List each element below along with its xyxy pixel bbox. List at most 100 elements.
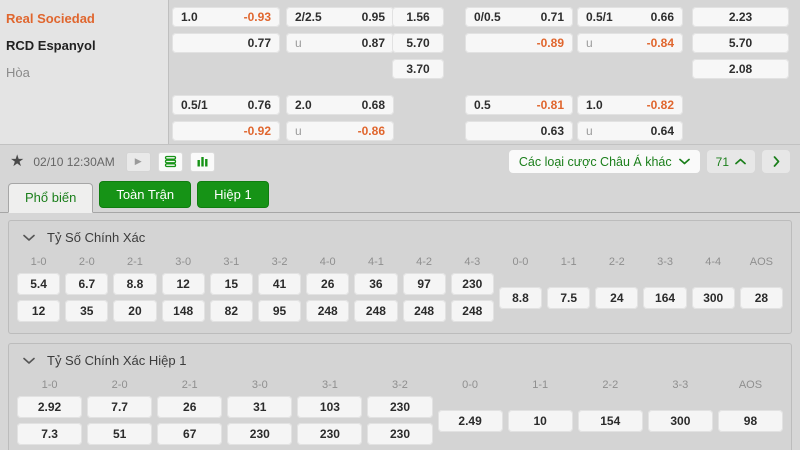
score-column-label: 3-3 <box>672 379 689 391</box>
odds-box-1x2-full[interactable]: 5.70 <box>392 33 444 53</box>
odds-value: -0.81 <box>536 98 564 112</box>
score-odds-box[interactable]: 148 <box>161 300 205 322</box>
play-button[interactable]: ▶ <box>125 151 151 172</box>
odds-box-1x2-full[interactable]: 1.56 <box>392 7 444 27</box>
section-correct-score-half1: Tỷ Số Chính Xác Hiệp 1 1-0 2.92 7.3 2-0 7.7 5… <box>8 343 792 450</box>
tab-toan-tran[interactable]: Toàn Trận <box>99 181 192 208</box>
score-odds-box[interactable]: 230 <box>227 423 293 445</box>
odds-box-over-under-full[interactable]: u -0.86 <box>286 121 394 141</box>
odds-box-handicap-full[interactable]: -0.92 <box>172 121 280 141</box>
stats-button[interactable] <box>189 151 215 172</box>
odds-box-over-under-half1[interactable]: 1.0 -0.82 <box>577 95 683 115</box>
score-column-label: 4-3 <box>464 256 481 268</box>
score-odds-box[interactable]: 12 <box>161 273 205 295</box>
score-column-label: 1-0 <box>30 256 47 268</box>
score-odds-box[interactable]: 5.4 <box>17 273 61 295</box>
odds-box-over-under-full[interactable]: 2/2.5 0.95 <box>286 7 394 27</box>
score-odds-box[interactable]: 8.8 <box>498 286 543 309</box>
home-team-name: Real Sociedad <box>6 11 95 26</box>
next-button[interactable] <box>762 150 790 173</box>
score-odds-box[interactable]: 164 <box>643 286 687 309</box>
score-odds-box[interactable]: 248 <box>306 300 350 322</box>
odds-box-over-under-full[interactable]: 2.0 0.68 <box>286 95 394 115</box>
score-odds-box[interactable]: 248 <box>354 300 398 322</box>
odds-box-over-under-full[interactable]: u 0.87 <box>286 33 394 53</box>
score-odds-box[interactable]: 6.7 <box>65 273 109 295</box>
section-header[interactable]: Tỷ Số Chính Xác Hiệp 1 <box>9 344 791 373</box>
odds-box-over-under-half1[interactable]: 0.5/1 0.66 <box>577 7 683 27</box>
odds-box-handicap-full[interactable]: 1.0 -0.93 <box>172 7 280 27</box>
odds-box-1x2-half1[interactable]: 2.23 <box>692 7 789 27</box>
score-odds-box[interactable]: 24 <box>595 286 639 309</box>
score-odds-box[interactable]: 35 <box>65 300 109 322</box>
score-odds-box[interactable]: 8.8 <box>113 273 157 295</box>
score-odds-box[interactable]: 7.7 <box>87 396 153 418</box>
score-odds-box[interactable]: 26 <box>306 273 350 295</box>
odds-box-1x2-half1[interactable]: 5.70 <box>692 33 789 53</box>
odds-box-1x2-full[interactable]: 3.70 <box>392 59 444 79</box>
score-odds-box[interactable]: 103 <box>297 396 363 418</box>
score-odds-box[interactable]: 51 <box>87 423 153 445</box>
odds-box-1x2-half1[interactable]: 2.08 <box>692 59 789 79</box>
score-odds-box[interactable]: 15 <box>209 273 253 295</box>
score-odds-box[interactable]: 230 <box>367 423 433 445</box>
score-odds-box[interactable]: 248 <box>402 300 446 322</box>
score-column-label: 4-2 <box>416 256 433 268</box>
stack-button[interactable] <box>157 151 183 172</box>
score-column-label: 2-1 <box>127 256 143 268</box>
score-odds-box[interactable]: 82 <box>209 300 253 322</box>
score-column-label: 4-0 <box>319 256 336 268</box>
score-column-label: 3-3 <box>657 256 673 268</box>
score-odds-box[interactable]: 97 <box>402 273 446 295</box>
score-odds-box[interactable]: 20 <box>113 300 157 322</box>
score-odds-box[interactable]: 95 <box>257 300 302 322</box>
score-column-label: 3-0 <box>251 379 268 391</box>
score-odds-box[interactable]: 67 <box>157 423 223 445</box>
odds-box-handicap-full[interactable]: 0.5/1 0.76 <box>172 95 280 115</box>
play-icon: ▶ <box>134 156 142 166</box>
score-odds-box[interactable]: 154 <box>577 409 643 432</box>
market-type-dropdown[interactable]: Các loại cược Châu Á khác <box>508 150 700 173</box>
market-type-label: Các loại cược Châu Á khác <box>518 154 672 169</box>
score-odds-box[interactable]: 41 <box>257 273 302 295</box>
score-odds-box[interactable]: 26 <box>157 396 223 418</box>
odds-box-handicap-half1[interactable]: 0.5 -0.81 <box>465 95 573 115</box>
odds-box-handicap-half1[interactable]: -0.89 <box>465 33 573 53</box>
score-column-label: 3-2 <box>392 379 408 391</box>
score-odds-box[interactable]: 36 <box>354 273 398 295</box>
odds-box-over-under-half1[interactable]: u -0.84 <box>577 33 683 53</box>
tab-pho-bien[interactable]: Phổ biến <box>8 183 94 213</box>
odds-value: 0.95 <box>361 10 385 24</box>
score-odds-box[interactable]: 300 <box>691 286 735 309</box>
score-odds-box[interactable]: 230 <box>450 273 494 295</box>
score-odds-box[interactable]: 31 <box>227 396 293 418</box>
score-odds-box[interactable]: 248 <box>450 300 494 322</box>
favorite-star-icon[interactable]: ★ <box>10 152 25 170</box>
score-odds-box[interactable]: 230 <box>297 423 363 445</box>
section-header[interactable]: Tỷ Số Chính Xác <box>9 221 791 250</box>
score-odds-box[interactable]: 28 <box>739 286 783 309</box>
odds-box-handicap-half1[interactable]: 0/0.5 0.71 <box>465 7 573 27</box>
score-odds-box[interactable]: 10 <box>507 409 573 432</box>
odds-line: u <box>586 36 593 50</box>
odds-value: -0.86 <box>357 124 385 138</box>
market-count-toggle[interactable]: 71 <box>706 150 755 173</box>
tab-hiep-1[interactable]: Hiệp 1 <box>197 181 269 208</box>
score-odds-box[interactable]: 300 <box>647 409 713 432</box>
score-odds-box[interactable]: 7.3 <box>17 423 83 445</box>
odds-line: 0.5 <box>474 98 491 112</box>
score-column-label: 1-0 <box>41 379 58 391</box>
score-column-label: AOS <box>749 256 774 268</box>
score-odds-box[interactable]: 12 <box>17 300 61 322</box>
odds-box-handicap-half1[interactable]: 0.63 <box>465 121 573 141</box>
score-odds-box[interactable]: 230 <box>367 396 433 418</box>
odds-box-over-under-half1[interactable]: u 0.64 <box>577 121 683 141</box>
odds-line: 2/2.5 <box>295 10 322 24</box>
score-grid-half1: 1-0 2.92 7.3 2-0 7.7 51 2-1 26 67 3-0 31 230 3-1 103 2… <box>9 373 791 450</box>
score-odds-box[interactable]: 2.92 <box>17 396 83 418</box>
score-odds-box[interactable]: 2.49 <box>437 409 503 432</box>
score-odds-box[interactable]: 98 <box>717 409 783 432</box>
score-odds-box[interactable]: 7.5 <box>547 286 591 309</box>
odds-box-handicap-full[interactable]: 0.77 <box>172 33 280 53</box>
